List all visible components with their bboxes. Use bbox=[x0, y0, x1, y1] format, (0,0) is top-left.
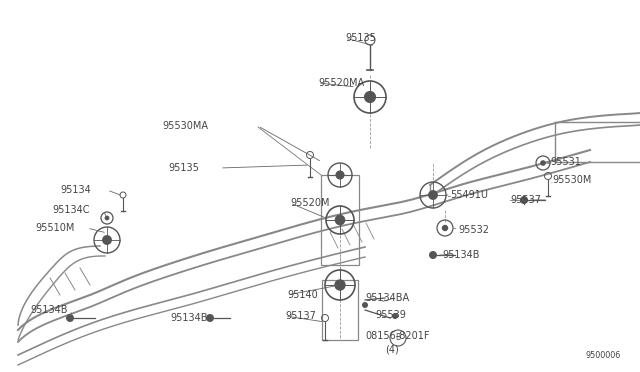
Text: 08156-8201F: 08156-8201F bbox=[365, 331, 429, 341]
Circle shape bbox=[104, 216, 109, 220]
Circle shape bbox=[442, 225, 448, 231]
Text: 9500006: 9500006 bbox=[586, 350, 621, 359]
Text: 95134B: 95134B bbox=[170, 313, 207, 323]
Text: 95539: 95539 bbox=[375, 310, 406, 320]
Circle shape bbox=[428, 190, 438, 200]
Circle shape bbox=[102, 235, 112, 245]
Circle shape bbox=[66, 314, 74, 322]
Bar bbox=[322, 280, 358, 340]
Text: (4): (4) bbox=[385, 345, 399, 355]
Circle shape bbox=[362, 302, 368, 308]
Circle shape bbox=[206, 314, 214, 322]
Text: 95140: 95140 bbox=[287, 290, 317, 300]
Text: 95134: 95134 bbox=[60, 185, 91, 195]
Text: 95134C: 95134C bbox=[52, 205, 90, 215]
Text: 55491U: 55491U bbox=[450, 190, 488, 200]
Text: 95134B: 95134B bbox=[442, 250, 479, 260]
Text: 95530M: 95530M bbox=[552, 175, 591, 185]
Text: 95135: 95135 bbox=[345, 33, 376, 43]
Text: 95531: 95531 bbox=[550, 157, 581, 167]
Circle shape bbox=[334, 279, 346, 291]
Circle shape bbox=[520, 196, 528, 204]
Text: 95510M: 95510M bbox=[35, 223, 74, 233]
Text: 95134B: 95134B bbox=[30, 305, 67, 315]
Circle shape bbox=[392, 313, 398, 319]
Text: 95537: 95537 bbox=[510, 195, 541, 205]
Circle shape bbox=[335, 215, 346, 225]
Circle shape bbox=[335, 170, 344, 180]
Text: 95532: 95532 bbox=[458, 225, 489, 235]
Text: 95530MA: 95530MA bbox=[162, 121, 208, 131]
Text: 95520M: 95520M bbox=[290, 198, 330, 208]
Circle shape bbox=[364, 91, 376, 103]
Circle shape bbox=[540, 160, 546, 166]
Text: 95137: 95137 bbox=[285, 311, 316, 321]
Text: B: B bbox=[396, 334, 401, 343]
Bar bbox=[321, 175, 359, 265]
Text: 95134BA: 95134BA bbox=[365, 293, 409, 303]
Text: 95135: 95135 bbox=[168, 163, 199, 173]
Circle shape bbox=[429, 251, 437, 259]
Text: 95520MA: 95520MA bbox=[318, 78, 364, 88]
